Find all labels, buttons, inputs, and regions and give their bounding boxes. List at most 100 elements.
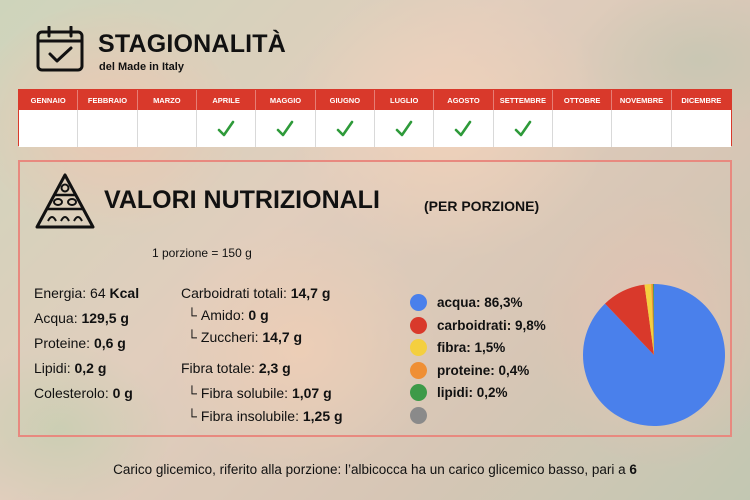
nutrient-subrow: └ Amido: 0 g — [187, 307, 269, 323]
legend-item: acqua: 86,3% — [410, 294, 523, 311]
month-cell-aprile — [196, 110, 257, 147]
month-header-febbraio: FEBBRAIO — [78, 90, 138, 110]
month-cell-marzo — [137, 110, 197, 147]
legend-label: acqua: 86,3% — [437, 295, 523, 310]
checkmark-icon — [277, 120, 294, 136]
nutrient-label: Fibra totale: — [181, 360, 259, 376]
month-header-novembre: NOVEMBRE — [612, 90, 672, 110]
nutrient-label: Fibra insolubile: — [200, 408, 303, 424]
legend-label: fibra: 1,5% — [437, 340, 506, 355]
nutrient-subrow: └ Fibra solubile: 1,07 g — [187, 385, 332, 401]
nutrient-row: Energia: 64 Kcal — [34, 285, 139, 301]
month-cell-settembre — [493, 110, 553, 147]
nutrient-label: Zuccheri: — [200, 329, 263, 345]
nutrient-row: Proteine: 0,6 g — [34, 335, 126, 351]
nutrient-label: Acqua: — [34, 310, 82, 326]
month-header-maggio: MAGGIO — [256, 90, 316, 110]
sub-item-marker: └ — [187, 408, 197, 424]
nutrition-panel — [18, 160, 732, 437]
nutrient-value-bold: 1,25 g — [302, 408, 343, 424]
month-header-settembre: SETTEMBRE — [493, 90, 553, 110]
legend-item: fibra: 1,5% — [410, 339, 505, 356]
month-header-luglio: LUGLIO — [374, 90, 435, 110]
month-cell-agosto — [434, 110, 494, 147]
legend-swatch — [410, 384, 427, 401]
legend-label: lipidi: 0,2% — [437, 385, 508, 400]
checkmark-icon — [217, 120, 235, 136]
nutrition-subtitle: (PER PORZIONE) — [424, 198, 540, 214]
month-cell-gennaio — [19, 110, 79, 147]
month-cell-maggio — [256, 110, 316, 147]
pie-slice-2 — [644, 284, 654, 355]
month-header-agosto: AGOSTO — [434, 90, 494, 110]
month-header-gennaio: GENNAIO — [19, 90, 79, 110]
nutrient-value-bold: Kcal — [109, 285, 140, 301]
sub-item-marker: └ — [187, 329, 197, 345]
nutrient-label: Carboidrati totali: — [181, 285, 291, 301]
checkmark-icon — [455, 120, 472, 136]
page-subtitle: del Made in Italy — [99, 61, 184, 73]
month-cell-ottobre — [552, 110, 613, 147]
glycemic-load-value: 6 — [629, 462, 637, 477]
sub-item-marker: └ — [187, 385, 197, 401]
page-title: STAGIONALITÀ — [98, 30, 287, 58]
nutrient-label: Lipidi: — [34, 360, 75, 376]
seasonality-calendar: GENNAIO FEBBRAIO MARZO APRILE MAGGIO GIUGNO LU… — [18, 89, 732, 147]
nutrient-value-bold: 2,3 g — [258, 360, 291, 376]
calendar-check-icon — [36, 26, 84, 72]
nutrient-subrow: └ Zuccheri: 14,7 g — [187, 329, 302, 345]
month-header-aprile: APRILE — [196, 90, 257, 110]
legend-swatch — [410, 339, 427, 356]
checkmark-icon — [514, 120, 532, 136]
legend-item: proteine: 0,4% — [410, 361, 530, 379]
legend-label: carboidrati: 9,8% — [437, 317, 546, 333]
composition-pie-chart — [583, 284, 725, 426]
legend-label: proteine: 0,4% — [437, 362, 530, 378]
month-cell-dicembre — [671, 110, 731, 147]
glycemic-load-text: Carico glicemico, riferito alla porzione… — [113, 462, 630, 477]
food-pyramid-icon — [35, 173, 95, 229]
legend-swatch — [410, 361, 427, 379]
month-header-marzo: MARZO — [137, 90, 197, 110]
nutrient-value-bold: 14,7 g — [262, 329, 303, 345]
pie-slice-1 — [605, 284, 654, 355]
checkmark-icon — [395, 120, 413, 136]
nutrient-row: Carboidrati totali: 14,7 g — [181, 285, 330, 301]
nutrient-row: Colesterolo: 0 g — [34, 385, 133, 401]
glycemic-load-note: Carico glicemico, riferito alla porzione… — [0, 462, 750, 477]
nutrient-value-bold: 0 g — [112, 385, 133, 401]
nutrition-title: VALORI NUTRIZIONALI — [104, 186, 380, 214]
nutrient-label: Amido: — [200, 307, 249, 323]
nutrient-subrow: └ Fibra insolubile: 1,25 g — [187, 408, 343, 424]
nutrient-label: Colesterolo: — [34, 385, 113, 401]
nutrient-label: Proteine: — [34, 335, 94, 351]
nutrient-row: Lipidi: 0,2 g — [34, 360, 106, 376]
nutrient-value-bold: 0 g — [248, 307, 269, 323]
checkmark-icon — [336, 120, 354, 136]
month-cell-febbraio — [78, 110, 138, 147]
month-cell-luglio — [374, 110, 435, 147]
nutrient-label: Energia: — [34, 285, 91, 301]
nutrient-row: Acqua: 129,5 g — [34, 310, 129, 326]
portion-size: 1 porzione = 150 g — [152, 246, 252, 260]
nutrient-row: Fibra totale: 2,3 g — [181, 360, 291, 376]
legend-swatch — [410, 316, 427, 334]
legend-item — [410, 406, 437, 424]
nutrient-value-bold: 14,7 g — [290, 285, 331, 301]
nutrient-value: 64 — [90, 285, 110, 301]
legend-item: carboidrati: 9,8% — [410, 316, 546, 334]
legend-swatch — [410, 406, 427, 424]
legend-swatch — [410, 294, 427, 311]
pie-slice-3 — [651, 284, 654, 355]
month-header-dicembre: DICEMBRE — [671, 90, 731, 110]
nutrient-value-bold: 0,6 g — [93, 335, 126, 351]
nutrient-value-bold: 1,07 g — [291, 385, 332, 401]
nutrient-value-bold: 0,2 g — [74, 360, 107, 376]
nutrient-value-bold: 129,5 g — [81, 310, 129, 326]
sub-item-marker: └ — [187, 307, 197, 323]
month-cell-giugno — [315, 110, 375, 147]
month-header-giugno: GIUGNO — [315, 90, 375, 110]
month-cell-novembre — [612, 110, 672, 147]
nutrient-label: Fibra solubile: — [200, 385, 292, 401]
legend-item: lipidi: 0,2% — [410, 384, 508, 401]
